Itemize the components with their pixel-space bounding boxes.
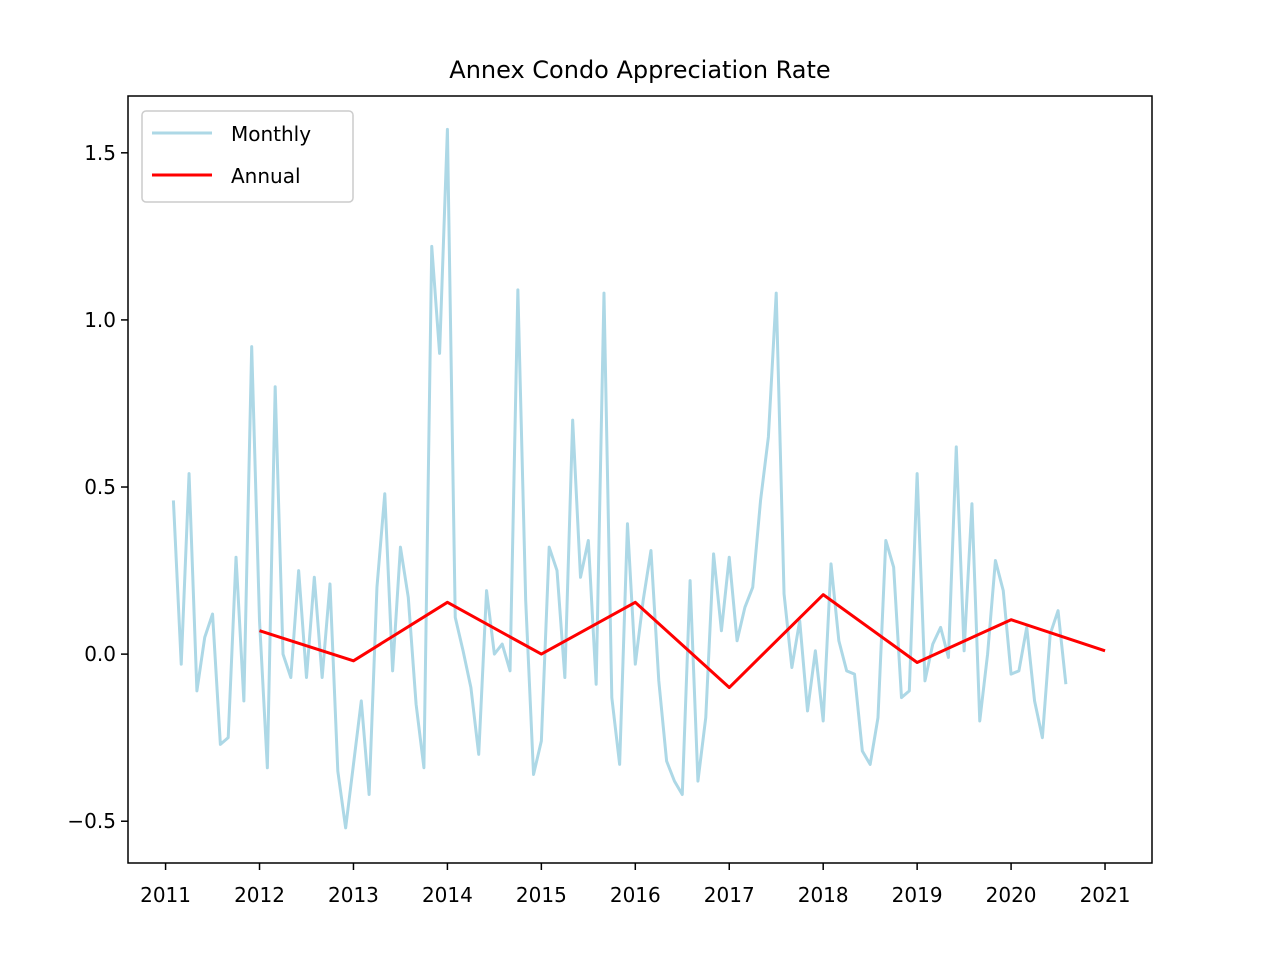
x-tick-label: 2014 <box>422 883 473 907</box>
x-tick-label: 2013 <box>328 883 379 907</box>
y-axis: −0.5 0.0 0.5 1.0 1.5 <box>67 141 128 833</box>
x-tick-label: 2019 <box>892 883 943 907</box>
x-tick-label: 2012 <box>234 883 285 907</box>
y-tick-label: −0.5 <box>67 809 116 833</box>
x-tick-label: 2020 <box>986 883 1037 907</box>
legend-label-annual: Annual <box>231 164 301 188</box>
y-tick-label: 1.0 <box>84 308 116 332</box>
y-tick-label: 0.0 <box>84 642 116 666</box>
legend: Monthly Annual <box>141 110 354 203</box>
x-tick-label: 2018 <box>798 883 849 907</box>
series-line-annual <box>259 593 1106 690</box>
y-tick-label: 0.5 <box>84 475 116 499</box>
plot-frame <box>127 95 1153 864</box>
x-tick-label: 2015 <box>516 883 567 907</box>
x-tick-label: 2021 <box>1080 883 1131 907</box>
series-line-monthly <box>171 127 1068 830</box>
x-tick-label: 2011 <box>140 883 191 907</box>
x-tick-label: 2016 <box>610 883 661 907</box>
y-tick-label: 1.5 <box>84 141 116 165</box>
plot-series <box>171 127 1106 830</box>
x-axis: 2011 2012 2013 2014 2015 2016 2017 2018 2019 2020… <box>140 863 1130 907</box>
legend-label-monthly: Monthly <box>231 122 311 146</box>
chart-title: Annex Condo Appreciation Rate <box>449 56 830 84</box>
x-tick-label: 2017 <box>704 883 755 907</box>
